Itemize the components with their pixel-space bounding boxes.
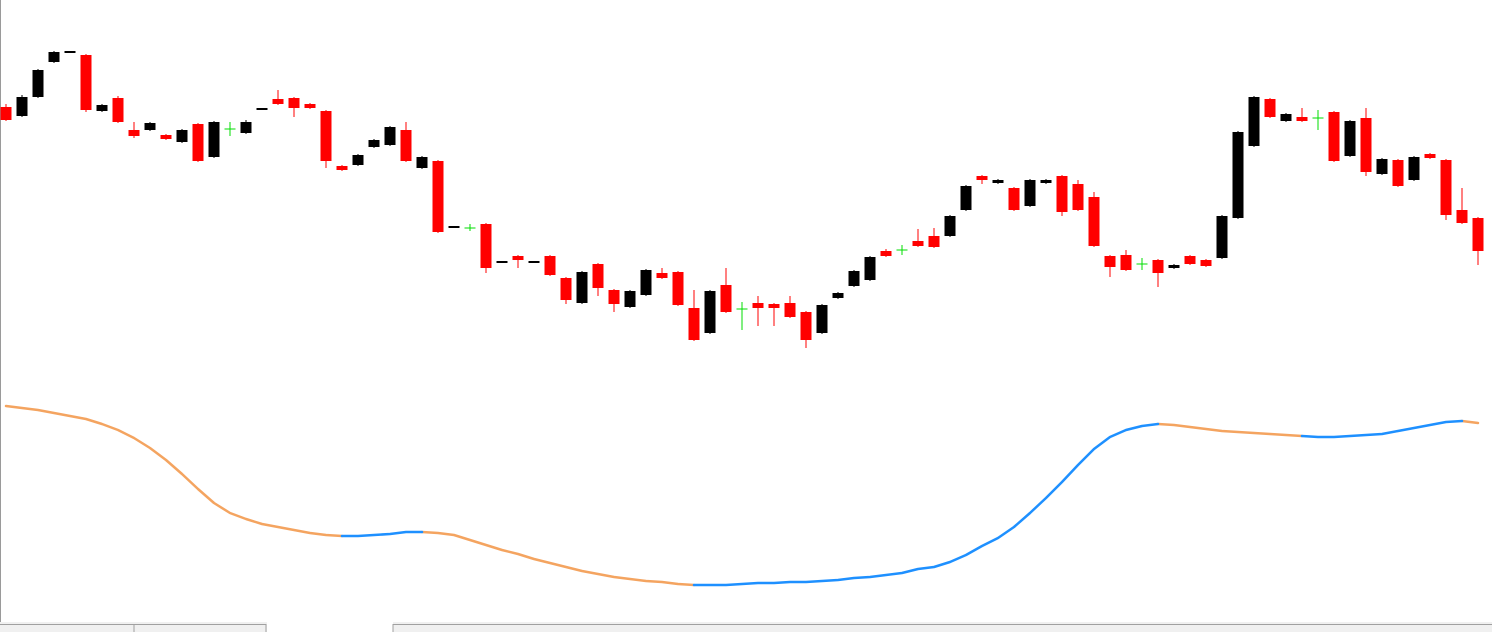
candle-body xyxy=(480,224,492,268)
candle-body xyxy=(1424,154,1436,158)
candle-body xyxy=(640,270,652,295)
candle-body xyxy=(784,303,796,317)
candle-body xyxy=(512,256,524,260)
candle-body xyxy=(752,303,764,308)
candle-body xyxy=(1248,97,1260,146)
candle-body xyxy=(528,261,540,263)
candle-body xyxy=(336,166,348,170)
candle-body xyxy=(848,271,860,286)
candle-body xyxy=(32,70,44,97)
candle-body xyxy=(192,124,204,161)
tab-bar xyxy=(0,622,1492,632)
candle-body xyxy=(1152,260,1164,273)
candle-body xyxy=(160,135,172,139)
candle-body xyxy=(1328,112,1340,161)
candle-body xyxy=(256,108,268,110)
candle-body xyxy=(1360,118,1372,172)
candle-body xyxy=(864,257,876,280)
candle-body xyxy=(1168,265,1180,268)
tab-border xyxy=(392,624,1492,632)
candle-body xyxy=(944,216,956,236)
candle-body xyxy=(432,161,444,232)
candle-body xyxy=(608,290,620,304)
candle-body xyxy=(144,123,156,130)
candle-body xyxy=(16,97,28,116)
candle-body xyxy=(1392,160,1404,186)
candle-body xyxy=(368,140,380,147)
candle-body xyxy=(1024,180,1036,206)
candle-body xyxy=(624,291,636,307)
candle-body xyxy=(656,273,668,278)
candle-body xyxy=(1264,99,1276,117)
candle-body xyxy=(1296,117,1308,121)
candle-body xyxy=(240,122,252,133)
candle-body xyxy=(1440,160,1452,215)
candle-body xyxy=(1216,216,1228,258)
candle-body xyxy=(800,312,812,340)
candle-body xyxy=(768,304,780,308)
candle-body xyxy=(1280,114,1292,121)
indicator-line xyxy=(340,419,1464,587)
candle-body xyxy=(304,104,316,108)
tab[interactable] xyxy=(0,624,267,632)
candle-body xyxy=(960,186,972,210)
candle-body xyxy=(288,98,300,108)
candle-body xyxy=(928,236,940,247)
candle-body xyxy=(400,130,412,161)
candle-body xyxy=(416,157,428,168)
candle-body xyxy=(48,52,60,62)
candle-body xyxy=(320,111,332,161)
candle-body xyxy=(1456,210,1468,223)
candle-body xyxy=(384,127,396,145)
candle-body xyxy=(592,264,604,288)
tab-strip xyxy=(0,622,1492,632)
candle-body xyxy=(1088,197,1100,246)
candle-body xyxy=(1008,188,1020,210)
candle-body xyxy=(1120,255,1132,270)
candle-body xyxy=(1056,176,1068,212)
candle-body xyxy=(96,105,108,111)
candle-body xyxy=(448,226,460,228)
candle-body xyxy=(976,176,988,180)
candle-body xyxy=(1376,159,1388,174)
candle-body xyxy=(832,293,844,298)
candle-body xyxy=(112,98,124,122)
candle-body xyxy=(1344,121,1356,156)
candle-body xyxy=(704,291,716,333)
candle-body xyxy=(880,251,892,256)
candle-body xyxy=(816,305,828,333)
active-tab[interactable] xyxy=(267,622,393,632)
candle-body xyxy=(352,155,364,165)
candle-body xyxy=(64,51,76,53)
candle-body xyxy=(576,272,588,303)
candle-body xyxy=(496,261,508,263)
candle-body xyxy=(672,272,684,305)
candle-body xyxy=(688,308,700,340)
indicator-line xyxy=(4,404,1480,587)
candle-body xyxy=(1040,180,1052,183)
candle-body xyxy=(1472,218,1484,251)
candle-body xyxy=(912,241,924,246)
candle-body xyxy=(1408,157,1420,180)
candle-body xyxy=(0,107,12,120)
candle-body xyxy=(560,278,572,300)
candle-body xyxy=(992,180,1004,183)
candle-body xyxy=(176,130,188,142)
candle-body xyxy=(1072,184,1084,210)
candle-body xyxy=(1200,260,1212,266)
candle-body xyxy=(128,130,140,136)
candle-body xyxy=(1232,132,1244,218)
candle-body xyxy=(1184,256,1196,264)
candle-body xyxy=(208,122,220,157)
candle-body xyxy=(720,285,732,312)
candle-body xyxy=(80,55,92,110)
candle-body xyxy=(1104,256,1116,267)
candle-body xyxy=(544,256,556,275)
candle-body xyxy=(272,99,284,104)
